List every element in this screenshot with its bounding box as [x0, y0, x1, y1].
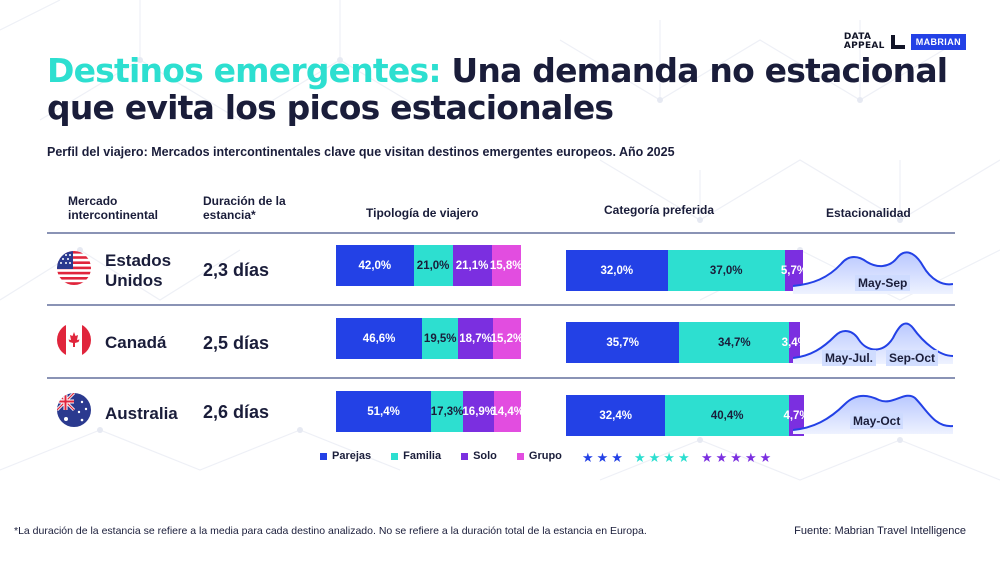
- australia-flag-icon: [57, 393, 91, 427]
- typology-bar: 42,0% 21,0% 21,1% 15,8%: [336, 245, 523, 286]
- typology-bar: 51,4% 17,3% 16,9% 14,4%: [336, 391, 524, 432]
- cat-segment-1: 37,0%: [667, 250, 785, 291]
- typ-segment-0: 42,0%: [336, 245, 414, 286]
- category-bar: 32,0% 37,0% 5,7%: [566, 250, 807, 291]
- data-label: 34,7%: [718, 336, 751, 349]
- data-label: 32,0%: [600, 264, 634, 277]
- cat-segment-2: 3,4%: [782, 322, 808, 363]
- season-label: May-Jul.: [822, 350, 877, 366]
- typ-segment-1: 17,3%: [431, 391, 463, 432]
- data-label: 37,0%: [709, 264, 743, 277]
- source: Fuente: Mabrian Travel Intelligence: [794, 525, 966, 537]
- data-label: 18,7%: [459, 332, 492, 345]
- typology-legend: Parejas Familia Solo Grupo: [320, 450, 562, 462]
- data-label: 42,0%: [358, 259, 392, 272]
- data-label: 5,7%: [780, 264, 808, 277]
- stars-3-legend: ★★★: [582, 450, 626, 465]
- cat-segment-1: 40,4%: [665, 395, 790, 436]
- typology-bar: 46,6% 19,5% 18,7% 15,2%: [336, 318, 524, 359]
- typ-segment-3: 15,8%: [489, 245, 523, 286]
- legend-swatch: [320, 452, 327, 460]
- page-title: Destinos emergentes: Una demanda no esta…: [47, 52, 1000, 126]
- data-label: 32,4%: [599, 409, 632, 422]
- data-label: 21,1%: [455, 259, 489, 272]
- data-label: 17,3%: [430, 405, 464, 418]
- canada-flag-icon: [57, 323, 91, 357]
- header-category: Categoría preferida: [604, 203, 715, 217]
- header-market: Mercado intercontinental: [68, 194, 159, 222]
- usa-flag-icon: [57, 251, 91, 285]
- data-label: 3,4%: [781, 336, 808, 349]
- data-label: 19,5%: [423, 332, 457, 345]
- stay-value: 2,6 días: [203, 402, 270, 422]
- legend-label: Solo: [473, 450, 497, 462]
- legend-item-familia: Familia: [391, 450, 441, 462]
- legend-item-parejas: Parejas: [320, 450, 371, 462]
- cat-segment-2: 4,7%: [783, 395, 810, 436]
- data-label: 51,4%: [367, 405, 400, 418]
- legend-swatch: [516, 452, 524, 460]
- typ-segment-2: 16,9%: [462, 391, 496, 432]
- footnote: *La duración de la estancia se refiere a…: [14, 525, 647, 537]
- typ-segment-3: 15,2%: [490, 318, 524, 359]
- row-divider: [47, 304, 955, 306]
- season-label: Sep-Oct: [886, 350, 939, 366]
- category-bar: 32,4% 40,4% 4,7%: [566, 395, 810, 436]
- legend-swatch: [461, 452, 469, 460]
- country-label: Canadá: [105, 333, 167, 352]
- data-label: 15,8%: [489, 259, 523, 272]
- title-highlight: Destinos emergentes:: [47, 51, 442, 90]
- header-stay: Duración de la estancia*: [203, 194, 286, 222]
- data-appeal-logo: DATA APPEAL: [843, 32, 885, 51]
- cat-segment-0: 32,0%: [566, 250, 668, 291]
- stay-value: 2,3 días: [203, 260, 270, 280]
- country-label: Estados Unidos: [105, 251, 172, 290]
- data-label: 4,7%: [783, 409, 810, 422]
- row-divider: [47, 377, 955, 379]
- data-label: 21,0%: [416, 259, 450, 272]
- header-typology: Tipología de viajero: [366, 206, 479, 220]
- legend-item-grupo: Grupo: [516, 450, 562, 462]
- typ-segment-0: 46,6%: [336, 318, 423, 359]
- typ-segment-2: 21,1%: [452, 245, 492, 286]
- typ-segment-1: 21,0%: [413, 245, 453, 286]
- cat-segment-2: 5,7%: [781, 250, 807, 291]
- data-label: 14,4%: [491, 405, 524, 418]
- subtitle: Perfil del viajero: Mercados intercontin…: [47, 145, 675, 159]
- data-label: 16,9%: [462, 405, 496, 418]
- country-label: Australia: [105, 404, 178, 423]
- data-label: 40,4%: [710, 409, 744, 422]
- typ-segment-2: 18,7%: [458, 318, 493, 359]
- logo-mark-icon: [890, 35, 905, 49]
- row-divider: [47, 232, 955, 234]
- mabrian-logo: MABRIAN: [910, 34, 966, 50]
- header-seasonality: Estacionalidad: [826, 206, 911, 220]
- cat-segment-0: 35,7%: [566, 322, 680, 363]
- cat-segment-0: 32,4%: [566, 395, 666, 436]
- legend-swatch: [391, 452, 399, 460]
- data-label: 35,7%: [606, 336, 639, 349]
- typ-segment-0: 51,4%: [336, 391, 432, 432]
- typ-segment-3: 14,4%: [491, 391, 524, 432]
- title-rest: Una demanda no estacional que evita los …: [47, 51, 948, 127]
- brand-logos: DATA APPEAL MABRIAN: [844, 33, 966, 51]
- season-label: May-Sep: [855, 275, 911, 291]
- stars-5-legend: ★★★★★: [701, 450, 775, 465]
- category-bar: 35,7% 34,7% 3,4%: [566, 322, 808, 363]
- stay-value: 2,5 días: [203, 333, 270, 353]
- cat-segment-1: 34,7%: [679, 322, 790, 363]
- legend-label: Familia: [403, 450, 442, 462]
- season-label: May-Oct: [850, 413, 904, 429]
- data-label: 46,6%: [362, 332, 396, 345]
- legend-label: Grupo: [528, 450, 562, 462]
- seasonality-curve: [793, 251, 953, 294]
- legend-item-solo: Solo: [461, 450, 497, 462]
- legend-label: Parejas: [332, 450, 372, 462]
- typ-segment-1: 19,5%: [422, 318, 459, 359]
- data-label: 15,2%: [490, 332, 524, 345]
- stars-4-legend: ★★★★: [634, 450, 693, 465]
